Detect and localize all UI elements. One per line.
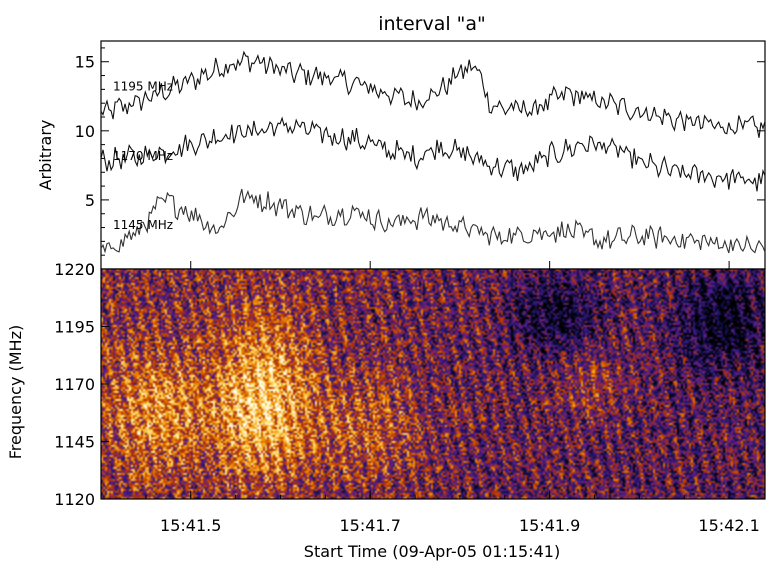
- series-line-2: [100, 116, 766, 192]
- spectrogram-y-tick-label: 1170: [54, 375, 95, 394]
- series-labels-group: 1195 MHz 1170 MHz 1145 MHz: [113, 80, 173, 232]
- spectrogram-y-axis-label: Frequency (MHz): [6, 325, 25, 459]
- top-y-tick-label: 0: [85, 260, 95, 279]
- spectrogram-y-tick-label: 1120: [54, 490, 95, 509]
- top-y-tick-label: 10: [75, 122, 95, 141]
- spectrogram-image: [101, 269, 765, 499]
- series-line-1: [100, 50, 766, 138]
- series-label-1: 1195 MHz: [113, 80, 173, 94]
- x-axis-label: Start Time (09-Apr-05 01:15:41): [304, 542, 560, 561]
- top-line-panel: 1195 MHz 1170 MHz 1145 MHz 0 5 10 15 Arbitrar…: [36, 40, 766, 279]
- spectrogram-panel: 1120 1145 1170 1195 1220 Frequency (MHz): [6, 260, 766, 509]
- spectrogram-y-tick-label: 1195: [54, 318, 95, 337]
- series-label-2: 1170 MHz: [113, 149, 173, 163]
- top-y-tick-label: 15: [75, 53, 95, 72]
- x-tick-label: 15:41.5: [160, 516, 221, 535]
- top-series-group: [100, 50, 766, 254]
- spectrogram-y-tick-label: 1145: [54, 433, 95, 452]
- series-line-3: [100, 188, 766, 254]
- figure-title: interval "a": [378, 13, 486, 35]
- spectrogram-y-tick-label: 1220: [54, 260, 95, 279]
- x-tick-label: 15:41.7: [340, 516, 401, 535]
- spectrogram-y-ticks-group: 1120 1145 1170 1195 1220: [54, 260, 109, 509]
- x-tick-label: 15:41.9: [519, 516, 580, 535]
- top-y-tick-label: 5: [85, 191, 95, 210]
- top-plot-frame: [100, 40, 766, 270]
- top-y-axis-label: Arbitrary: [36, 120, 55, 191]
- series-label-3: 1145 MHz: [113, 218, 173, 232]
- x-ticks-group: 15:41.5 15:41.7 15:41.9 15:42.1: [100, 261, 760, 535]
- x-tick-label: 15:42.1: [698, 516, 759, 535]
